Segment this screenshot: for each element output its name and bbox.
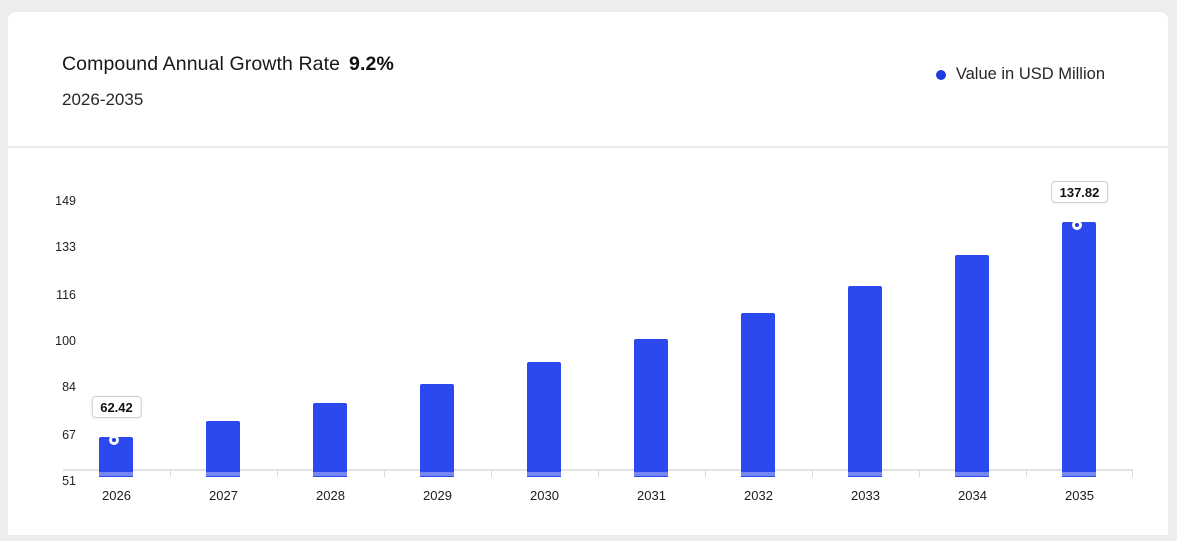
x-axis-tick — [919, 470, 920, 477]
x-axis-label: 2027 — [209, 488, 238, 503]
y-axis-label: 67 — [62, 428, 76, 443]
x-axis-tick — [1132, 470, 1133, 477]
subtitle-year-range: 2026-2035 — [62, 90, 144, 109]
x-axis-tick — [1026, 470, 1027, 477]
bar-chart: 51 67 84 100 116 133 149 62.42 2026 2027 2028 … — [8, 148, 1168, 535]
legend-label: Value in USD Million — [955, 65, 1105, 83]
data-point-marker-icon — [108, 435, 119, 446]
bar[interactable] — [634, 338, 668, 477]
bar-group: 2029 — [384, 148, 491, 535]
y-axis-label: 51 — [62, 474, 76, 488]
cagr-value: 9.2% — [349, 53, 394, 75]
bar-group: 2034 — [919, 148, 1026, 535]
bar-base-stripe — [1062, 472, 1096, 476]
y-axis-label: 133 — [55, 239, 76, 254]
data-point-label: 62.42 — [91, 396, 142, 419]
x-axis-label: 2029 — [423, 488, 452, 503]
bar-group: 2030 — [491, 148, 598, 535]
bar[interactable] — [527, 362, 561, 477]
legend-dot-icon — [935, 69, 946, 80]
bar-group: 62.42 2026 — [63, 148, 170, 535]
x-axis-tick — [277, 470, 278, 477]
data-point-marker-icon — [1071, 219, 1082, 230]
bar-base-stripe — [313, 472, 347, 476]
chart-card: Compound Annual Growth Rate 9.2% 2026-203… — [8, 12, 1168, 535]
x-axis-tick — [598, 470, 599, 477]
page-title: Compound Annual Growth Rate 9.2% — [62, 52, 394, 76]
data-point-label: 137.82 — [1050, 180, 1109, 203]
x-axis-tick — [491, 470, 492, 477]
x-axis-label: 2032 — [744, 488, 773, 503]
x-axis-tick — [384, 470, 385, 477]
bar-group: 137.82 2035 — [1026, 148, 1133, 535]
bar-base-stripe — [634, 472, 668, 476]
bar-base-stripe — [420, 472, 454, 476]
x-axis-label: 2033 — [851, 488, 880, 503]
bar[interactable] — [420, 383, 454, 477]
bar-base-stripe — [741, 472, 775, 476]
bar[interactable] — [955, 255, 989, 477]
bar-base-stripe — [848, 472, 882, 476]
bar[interactable] — [848, 285, 882, 477]
bar-group: 2027 — [170, 148, 277, 535]
bar-base-stripe — [955, 472, 989, 476]
title-block: Compound Annual Growth Rate 9.2% 2026-203… — [62, 52, 394, 110]
bar-group: 2028 — [277, 148, 384, 535]
y-axis-label: 84 — [62, 379, 76, 394]
bar-group: 2031 — [598, 148, 705, 535]
x-axis-label: 2028 — [316, 488, 345, 503]
x-axis-label: 2035 — [1065, 488, 1094, 503]
bar[interactable] — [206, 420, 240, 477]
legend-item[interactable]: Value in USD Million — [935, 65, 1105, 84]
x-axis-label: 2031 — [637, 488, 666, 503]
bar-base-stripe — [527, 472, 561, 476]
x-axis-label: 2030 — [530, 488, 559, 503]
x-axis-label: 2034 — [958, 488, 987, 503]
bar[interactable] — [741, 313, 775, 477]
bar-group: 2032 — [705, 148, 812, 535]
bar-group: 2033 — [812, 148, 919, 535]
y-axis-label: 149 — [55, 194, 76, 208]
bar[interactable] — [1062, 221, 1096, 477]
x-axis-tick — [170, 470, 171, 477]
y-axis-label: 116 — [56, 288, 76, 303]
bar-base-stripe — [206, 472, 240, 476]
y-axis-label: 100 — [55, 334, 76, 348]
x-axis-label: 2026 — [102, 488, 131, 503]
bar[interactable] — [313, 403, 347, 477]
x-axis-tick — [705, 470, 706, 477]
title-text: Compound Annual Growth Rate — [62, 53, 341, 75]
chart-header: Compound Annual Growth Rate 9.2% 2026-203… — [8, 12, 1168, 148]
bar-base-stripe — [99, 472, 133, 476]
plot-area: 62.42 2026 2027 2028 2029 2030 — [63, 148, 1133, 535]
x-axis-tick — [812, 470, 813, 477]
